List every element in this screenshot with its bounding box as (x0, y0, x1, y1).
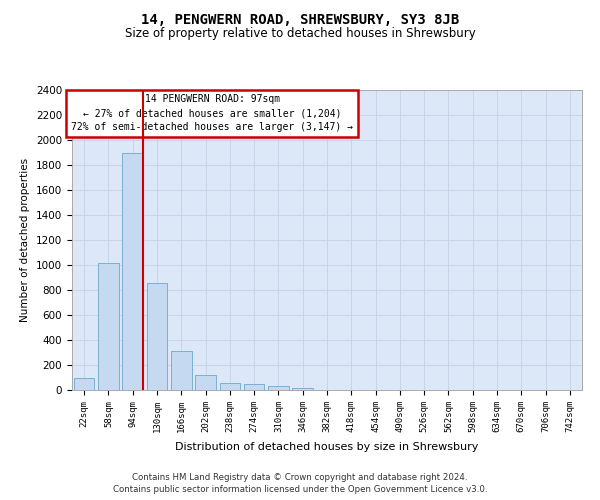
Bar (195, 375, 216, 390)
Bar (268, 386, 289, 390)
Bar (244, 384, 265, 390)
Text: Contains public sector information licensed under the Open Government Licence v3: Contains public sector information licen… (113, 485, 487, 494)
Text: 14, PENGWERN ROAD, SHREWSBURY, SY3 8JB: 14, PENGWERN ROAD, SHREWSBURY, SY3 8JB (141, 12, 459, 26)
Bar (74, 378, 94, 390)
Text: Contains HM Land Registry data © Crown copyright and database right 2024.: Contains HM Land Registry data © Crown c… (132, 472, 468, 482)
Bar (292, 388, 313, 390)
Bar (220, 382, 240, 390)
Text: 14 PENGWERN ROAD: 97sqm
← 27% of detached houses are smaller (1,204)
72% of semi: 14 PENGWERN ROAD: 97sqm ← 27% of detache… (71, 94, 353, 132)
Text: Size of property relative to detached houses in Shrewsbury: Size of property relative to detached ho… (125, 28, 475, 40)
Bar (171, 350, 191, 390)
Y-axis label: Number of detached properties: Number of detached properties (20, 158, 31, 322)
Bar (98, 263, 119, 390)
Bar (146, 283, 167, 390)
Text: Distribution of detached houses by size in Shrewsbury: Distribution of detached houses by size … (175, 442, 479, 452)
Bar (122, 152, 143, 390)
